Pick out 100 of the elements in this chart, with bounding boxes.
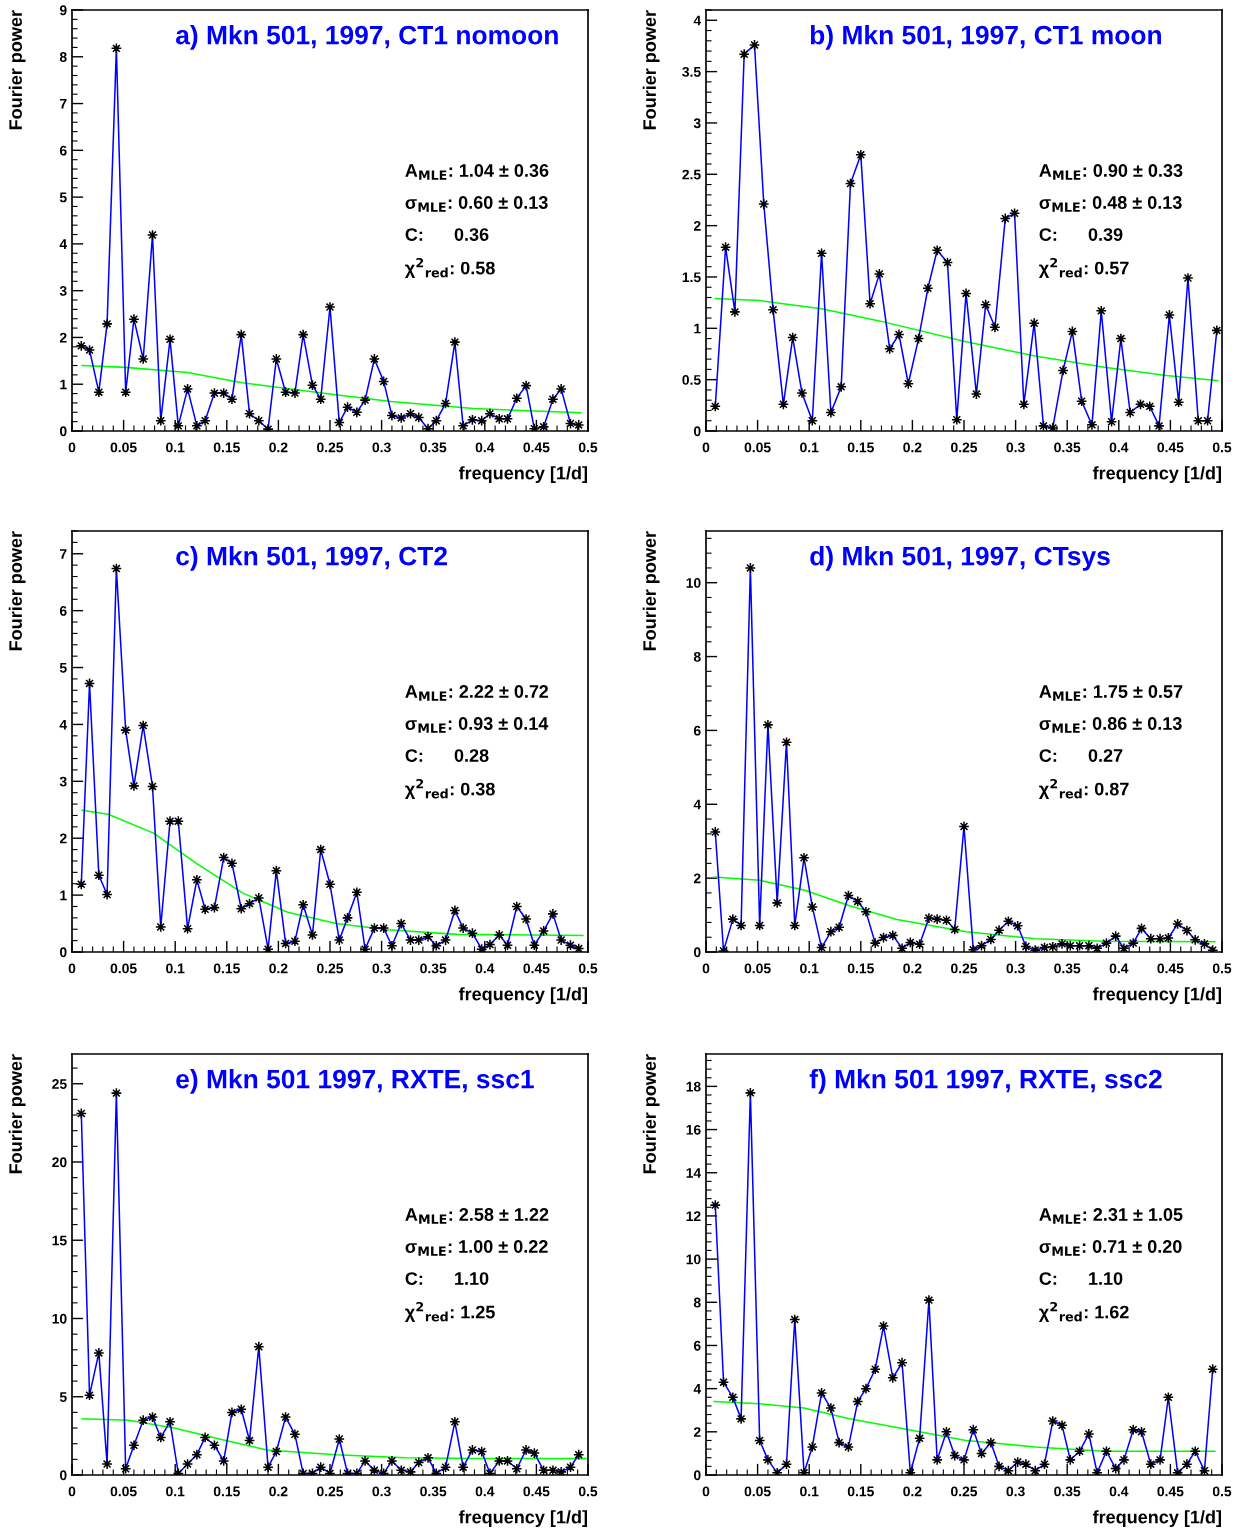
x-tick-label: 0.15 — [847, 963, 874, 974]
y-tick-label: 14 — [686, 1168, 702, 1178]
y-tick-label: 8 — [693, 651, 701, 662]
x-tick-label: 0.3 — [372, 442, 391, 453]
x-tick-label: 0.5 — [578, 442, 598, 453]
x-tick-label: 0.05 — [744, 1486, 771, 1497]
x-tick-label: 0.15 — [213, 963, 240, 974]
x-tick-label: 0.25 — [317, 963, 344, 974]
y-axis-title: Fourier power — [642, 531, 660, 651]
x-tick-label: 0.35 — [420, 1486, 447, 1497]
x-tick-label: 0.2 — [269, 442, 288, 453]
y-tick-label: 20 — [52, 1157, 67, 1168]
y-tick-label: 8 — [693, 1297, 701, 1308]
y-tick-label: 2.5 — [682, 169, 701, 180]
annotation: A$_{MLE}$: 2.22 ± 0.72 — [405, 685, 548, 701]
text: f) Mkn 501 1997, RXTE, ssc2 — [809, 1069, 1162, 1094]
x-tick-label: 0.4 — [1109, 963, 1129, 974]
y-tick-label: 2 — [59, 833, 67, 844]
y-axis-title: Fourier power — [642, 10, 660, 130]
x-axis-title: frequency [1/d] — [458, 466, 587, 483]
y-tick-label: 7 — [60, 99, 67, 109]
y-tick-label: 9 — [59, 5, 67, 16]
x-tick-label: 0.15 — [213, 442, 240, 453]
x-tick-label: 0.1 — [166, 1486, 185, 1497]
line-series — [81, 809, 584, 937]
y-axis-title: Fourier power — [8, 1054, 26, 1174]
y-tick-label: 1 — [60, 890, 67, 901]
x-axis-title: frequency [1/d] — [1092, 1510, 1221, 1527]
text: b) Mkn 501, 1997, CT1 moon — [810, 25, 1161, 50]
x-tick-label: 0.2 — [903, 442, 922, 453]
x-tick-label: 0.05 — [744, 963, 771, 974]
x-tick-label: 0.45 — [523, 1486, 550, 1497]
y-tick-label: 6 — [59, 605, 67, 616]
x-tick-label: 0.25 — [951, 963, 978, 974]
line-series — [81, 1417, 587, 1460]
x-tick-label: 0.05 — [110, 442, 137, 453]
x-tick-label: 0 — [68, 442, 76, 453]
y-tick-label: 2 — [693, 220, 701, 231]
y-tick-label: 10 — [686, 578, 701, 588]
y-axis-title: Fourier power — [8, 10, 26, 130]
x-tick-label: 0.2 — [903, 1486, 922, 1497]
x-tick-label: 0.1 — [166, 442, 185, 453]
y-axis-title: Fourier power — [8, 531, 26, 651]
x-tick-label: 0.1 — [800, 963, 819, 974]
annotation: C: 0.27 — [1039, 749, 1123, 762]
x-tick-label: 0.45 — [523, 442, 550, 453]
y-tick-label: 0 — [59, 947, 67, 958]
y-tick-label: 5 — [59, 663, 67, 673]
x-tick-label: 0.3 — [1006, 963, 1025, 974]
y-tick-label: 2 — [59, 332, 67, 343]
y-tick-label: 3 — [59, 776, 67, 787]
y-tick-label: 3.5 — [682, 66, 701, 77]
x-tick-label: 0.1 — [800, 1486, 819, 1497]
x-tick-label: 0.1 — [800, 442, 819, 453]
y-tick-label: 10 — [686, 1254, 701, 1265]
x-tick-label: 0.35 — [420, 963, 447, 974]
x-axis-title: frequency [1/d] — [458, 1510, 587, 1527]
x-tick-label: 0.5 — [1212, 1486, 1232, 1497]
line-series — [714, 297, 1219, 382]
x-tick-label: 0.25 — [951, 442, 978, 453]
x-tick-label: 0.35 — [1054, 442, 1081, 453]
annotation: χ$^{2}$$_{red}$: 0.87 — [1038, 778, 1129, 799]
x-tick-label: 0.25 — [951, 1486, 978, 1497]
x-tick-label: 0.25 — [317, 442, 344, 453]
annotation: σ$_{MLE}$: 0.93 ± 0.14 — [405, 717, 549, 733]
x-tick-label: 0.45 — [1157, 1486, 1184, 1497]
annotation: C: 0.28 — [405, 749, 489, 762]
text: d) Mkn 501, 1997, CTsys — [810, 546, 1110, 571]
x-axis-title: frequency [1/d] — [458, 987, 587, 1004]
x-tick-label: 0 — [702, 1486, 710, 1497]
y-tick-label: 3 — [59, 286, 67, 296]
y-tick-label: 18 — [686, 1081, 701, 1092]
x-tick-label: 0.1 — [166, 963, 185, 974]
x-tick-label: 0.45 — [1157, 442, 1184, 453]
annotation: χ$^{2}$$_{red}$: 1.25 — [404, 1301, 495, 1322]
x-tick-label: 0.3 — [1006, 1486, 1025, 1497]
annotation: χ$^{2}$$_{red}$: 1.62 — [1038, 1301, 1129, 1322]
x-tick-label: 0.25 — [317, 1486, 344, 1497]
x-tick-label: 0.35 — [420, 442, 447, 453]
x-tick-label: 0 — [68, 963, 76, 974]
y-axis-title: Fourier power — [642, 1054, 660, 1174]
y-tick-label: 6 — [693, 725, 701, 736]
x-tick-label: 0.4 — [1109, 442, 1129, 453]
x-tick-label: 0 — [702, 963, 710, 974]
x-tick-label: 0.05 — [110, 1486, 137, 1497]
annotation: σ$_{MLE}$: 0.71 ± 0.20 — [1039, 1240, 1182, 1256]
x-tick-label: 0.2 — [269, 963, 288, 974]
y-tick-label: 6 — [693, 1340, 701, 1351]
y-tick-label: 25 — [52, 1079, 67, 1089]
annotation: χ$^{2}$$_{red}$: 0.38 — [404, 778, 495, 799]
annotation: C: 1.10 — [1039, 1272, 1123, 1285]
annotation: A$_{MLE}$: 1.75 ± 0.57 — [1039, 685, 1183, 701]
x-tick-label: 0.3 — [372, 963, 391, 974]
y-tick-label: 10 — [52, 1313, 67, 1324]
y-tick-label: 5 — [59, 1392, 67, 1402]
y-tick-label: 0 — [693, 426, 701, 437]
y-tick-label: 12 — [686, 1211, 701, 1221]
y-tick-label: 1.5 — [682, 272, 701, 283]
annotation: C: 1.10 — [405, 1272, 489, 1285]
text: e) Mkn 501 1997, RXTE, ssc1 — [176, 1069, 534, 1094]
